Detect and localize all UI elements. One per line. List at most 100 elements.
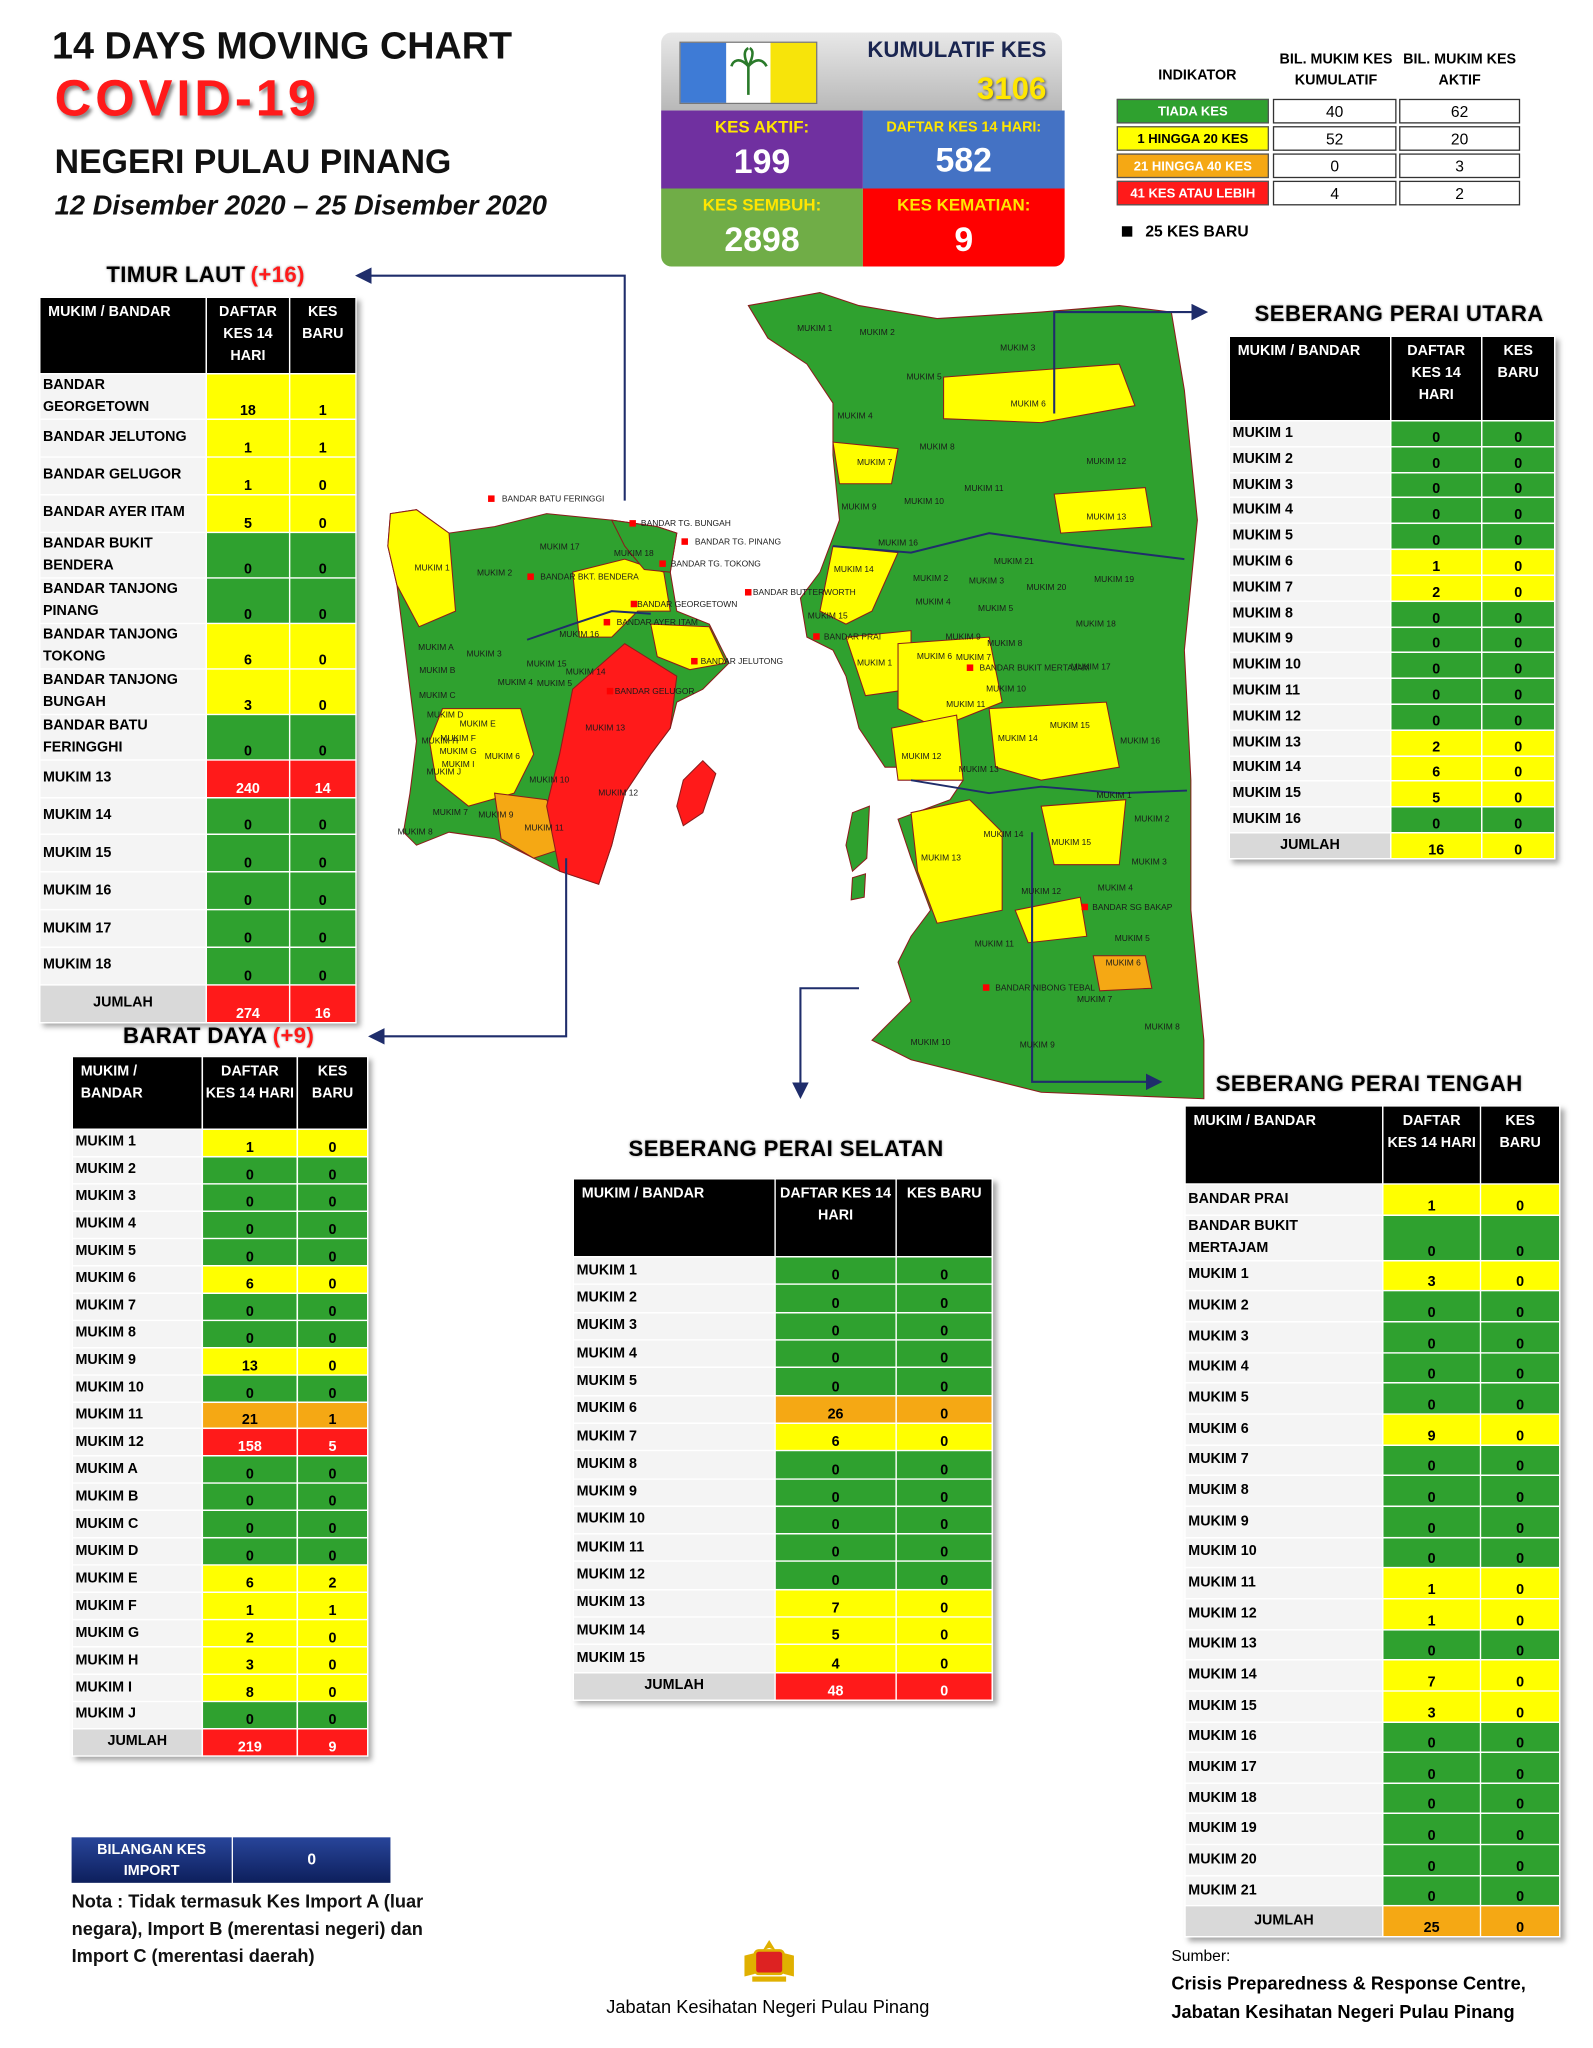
indicator-value: 20 [1399, 126, 1521, 151]
area-name: MUKIM 12 [1228, 703, 1392, 731]
cases-14-days: 2 [1390, 574, 1483, 602]
cases-14-days: 219 [201, 1728, 299, 1757]
new-cases: 0 [1481, 574, 1556, 602]
new-cases: 0 [1479, 1690, 1561, 1723]
map-label: BANDAR TG. TOKONG [671, 559, 761, 569]
table-row: MUKIM 17 0 0 [1184, 1751, 1561, 1784]
cases-14-days: 0 [1390, 677, 1483, 705]
area-name: MUKIM F [71, 1591, 204, 1621]
cases-14-days: 0 [1382, 1474, 1482, 1507]
map-label: MUKIM 6 [485, 751, 520, 761]
cumulative-box: KUMULATIF KES 3106 [661, 32, 1063, 111]
table-row: BANDAR TANJONG BUNGAH 3 0 [39, 667, 357, 715]
new-cases: 0 [895, 1311, 994, 1341]
map-label: MUKIM 9 [946, 631, 981, 641]
map-label: MUKIM B [419, 665, 455, 675]
area-name: MUKIM 1 [1228, 420, 1392, 448]
table-row: MUKIM 10 0 0 [572, 1505, 994, 1535]
total-label: JUMLAH [572, 1671, 776, 1701]
area-name: MUKIM 9 [1228, 626, 1392, 654]
area-name: MUKIM 9 [1184, 1505, 1384, 1538]
area-name: MUKIM I [71, 1673, 204, 1703]
table-row: BANDAR BUKIT BENDERA 0 0 [39, 531, 357, 579]
map-label: MUKIM 17 [540, 542, 580, 552]
map-label: BANDAR TG. PINANG [695, 536, 781, 546]
new-cases: 0 [895, 1533, 994, 1563]
new-cases: 0 [1479, 1628, 1561, 1661]
indicator-value: 0 [1272, 153, 1397, 179]
area-name: MUKIM 12 [1184, 1597, 1384, 1630]
area-name: MUKIM 8 [572, 1450, 776, 1480]
cases-14-days: 0 [1382, 1843, 1482, 1877]
cases-14-days: 5 [774, 1616, 897, 1646]
map-label: MUKIM 12 [902, 751, 942, 761]
table-row: BANDAR JELUTONG 1 1 [39, 418, 357, 458]
column-header: MUKIM / BANDAR [71, 1055, 204, 1130]
recovered-box: KES SEMBUH: 2898 [661, 188, 863, 267]
new-cases: 0 [296, 1482, 369, 1512]
header-row: MUKIM / BANDAR DAFTAR KES 14 HARI KES BARU [572, 1178, 994, 1258]
table-row: MUKIM 6 26 0 [572, 1394, 994, 1424]
area-name: MUKIM C [71, 1510, 204, 1539]
table-row: MUKIM 11 0 0 [572, 1533, 994, 1563]
map-label: MUKIM 3 [969, 575, 1004, 585]
import-value: 0 [232, 1837, 391, 1883]
table-row: BANDAR BUKIT MERTAJAM 0 0 [1184, 1214, 1561, 1261]
map-label: MUKIM 6 [1011, 399, 1046, 409]
cases-14-days: 4 [774, 1644, 897, 1674]
cumulative-label: KUMULATIF KES [867, 37, 1047, 63]
new-cases: 0 [895, 1671, 994, 1701]
new-cases: 0 [288, 833, 357, 873]
area-name: MUKIM 4 [1184, 1351, 1384, 1384]
map-labels: BANDAR BATU FERINGGI BANDAR TG. BUNGAH BAN… [398, 323, 1181, 1049]
new-cases: 0 [1481, 651, 1556, 679]
cases-14-days: 7 [774, 1588, 897, 1618]
district-table: MUKIM / BANDAR DAFTAR KES 14 HARI KES BARU… [572, 1178, 994, 1701]
cases-14-days: 0 [1382, 1536, 1482, 1569]
cases-14-days: 21 [201, 1401, 299, 1430]
cases-14-days: 0 [201, 1700, 299, 1730]
cases-14-days: 0 [201, 1183, 299, 1212]
map-label: MUKIM 5 [978, 603, 1013, 613]
new-cases: 0 [1481, 806, 1556, 834]
district-table: MUKIM / BANDAR DAFTAR KES 14 HARI KES BARU… [1184, 1105, 1561, 1938]
area-name: MUKIM 3 [71, 1183, 204, 1212]
area-name: MUKIM 6 [71, 1264, 204, 1294]
cases-14-days: 0 [1382, 1874, 1482, 1907]
new-cases: 0 [895, 1477, 994, 1507]
map-label: MUKIM 3 [467, 648, 502, 658]
area-name: MUKIM 12 [71, 1428, 204, 1457]
column-header: DAFTAR KES 14 HARI [1390, 335, 1483, 422]
area-name: MUKIM D [71, 1537, 204, 1566]
table-title-text: SEBERANG PERAI UTARA [1254, 301, 1544, 327]
cases-14-days: 0 [774, 1283, 897, 1313]
new-cases: 0 [895, 1644, 994, 1674]
new-cases: 0 [1481, 420, 1556, 448]
column-header: KES BARU [1481, 335, 1556, 422]
source-label: Sumber: [1171, 1946, 1231, 1965]
column-header: MUKIM / BANDAR [572, 1178, 776, 1258]
cases-14-days: 5 [1390, 780, 1483, 808]
new-cases: 16 [288, 984, 357, 1024]
table-row: MUKIM 9 13 0 [71, 1346, 369, 1376]
map-label: MUKIM F [440, 733, 476, 743]
area-name: MUKIM 14 [1184, 1659, 1384, 1692]
area-name: MUKIM 1 [1184, 1259, 1384, 1292]
map-label: MUKIM 4 [498, 677, 533, 687]
cases-14-days: 0 [1382, 1782, 1482, 1815]
map-label: MUKIM 8 [919, 442, 954, 452]
district-table: MUKIM / BANDAR DAFTAR KES 14 HARI KES BARU… [71, 1055, 369, 1757]
new-cases: 0 [1479, 1259, 1561, 1292]
table-row: BANDAR TANJONG PINANG 0 0 [39, 576, 357, 624]
daily-box: DAFTAR KES 14 HARI: 582 [862, 110, 1065, 189]
